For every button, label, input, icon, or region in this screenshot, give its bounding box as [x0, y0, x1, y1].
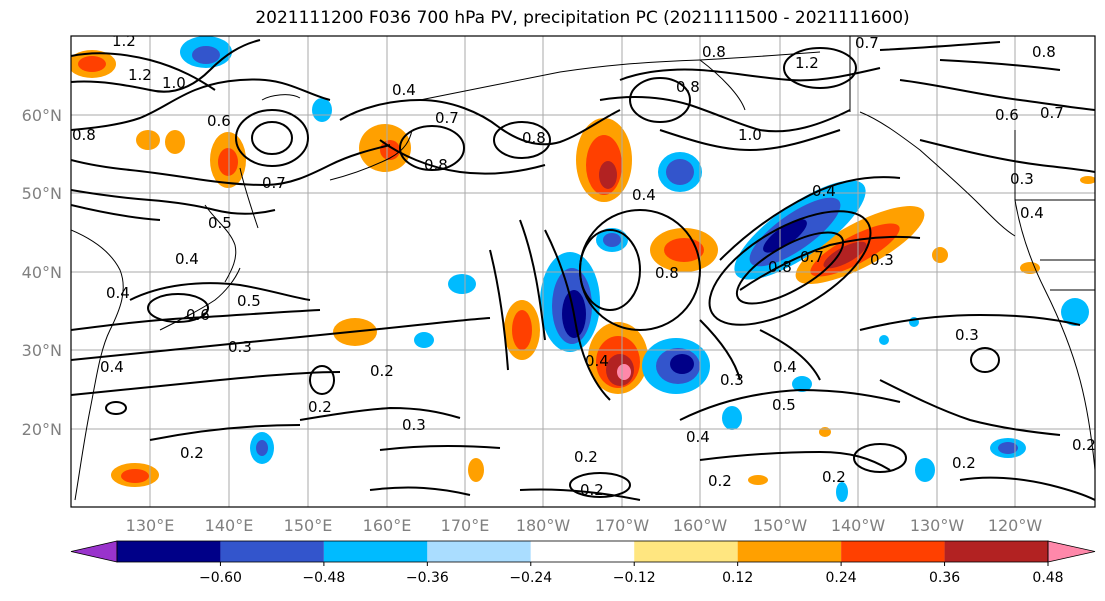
contour-label: 1.2: [795, 54, 819, 72]
colorbar-tick-label: 0.24: [826, 570, 857, 586]
contour-label: 0.3: [720, 371, 744, 389]
contour-label: 1.2: [128, 66, 152, 84]
lon-label: 150°W: [753, 516, 808, 535]
lon-label: 130°W: [910, 516, 965, 535]
map-frame: [70, 35, 1096, 508]
coastlines: [71, 36, 1095, 501]
lat-label: 60°N: [22, 106, 62, 125]
contour-label: 0.6: [207, 112, 231, 130]
precipitation-shading: [71, 36, 1095, 502]
contour-label: 0.8: [768, 258, 792, 276]
contour-label: 0.4: [1020, 204, 1044, 222]
contour-label: 0.5: [772, 396, 796, 414]
contour-label: 0.2: [308, 398, 332, 416]
contour-label: 0.3: [1010, 170, 1034, 188]
contour-label: 0.2: [952, 454, 976, 472]
contour-label: 1.0: [162, 74, 186, 92]
lon-label: 130°E: [126, 516, 175, 535]
contour-label: 0.2: [580, 481, 604, 499]
colorbar-extend-low: [70, 540, 118, 563]
contour-label: 0.4: [632, 186, 656, 204]
contour-label: 0.4: [392, 81, 416, 99]
pv-contours: [71, 39, 1095, 501]
contour-label: 0.4: [100, 358, 124, 376]
contour-label: 0.6: [995, 106, 1019, 124]
colorbar-swatch: [117, 541, 221, 562]
lon-label: 140°E: [205, 516, 254, 535]
colorbar-swatch: [841, 541, 945, 562]
contour-label: 0.4: [175, 250, 199, 268]
contour-label: 0.7: [435, 109, 459, 127]
lat-label: 30°N: [22, 341, 62, 360]
colorbar-swatch: [530, 541, 635, 562]
contour-label: 0.7: [262, 174, 286, 192]
colorbar-tick-label: 0.36: [929, 570, 960, 586]
colorbar-frame: [116, 540, 1049, 563]
contour-label: 1.2: [112, 32, 136, 50]
contour-label: 0.2: [574, 448, 598, 466]
longitude-labels: 130°E 140°E 150°E 160°E 170°E 180°W 170°…: [126, 516, 1043, 535]
lon-label: 180°W: [516, 516, 571, 535]
contour-labels: 1.2 1.0 1.2 0.6 0.4 0.7 0.8 0.8 0.7 0.8 …: [72, 32, 1096, 499]
contour-label: 1.0: [738, 126, 762, 144]
colorbar-swatch: [634, 541, 738, 562]
contour-label: 0.7: [1040, 104, 1064, 122]
lat-label: 20°N: [22, 420, 62, 439]
contour-label: 0.3: [228, 338, 252, 356]
lon-label: 120°W: [988, 516, 1043, 535]
lat-label: 40°N: [22, 263, 62, 282]
contour-label: 0.2: [180, 444, 204, 462]
graticule: [71, 36, 1095, 507]
latitude-labels: 60°N 50°N 40°N 30°N 20°N: [22, 106, 62, 439]
contour-label: 0.6: [186, 306, 210, 324]
colorbar: −0.60 −0.48 −0.36 −0.24 −0.12 0.12 0.24 0.36 0.4…: [70, 540, 1096, 586]
contour-label: 0.2: [370, 362, 394, 380]
colorbar-swatch: [944, 541, 1048, 562]
contour-label: 0.4: [585, 352, 609, 370]
colorbar-swatch: [323, 541, 428, 562]
colorbar-tick-label: −0.12: [613, 570, 656, 586]
contour-label: 0.3: [402, 416, 426, 434]
colorbar-extend-high: [1047, 540, 1096, 563]
contour-label: 0.7: [855, 34, 879, 52]
colorbar-tick-label: −0.48: [302, 570, 345, 586]
lon-label: 140°W: [831, 516, 886, 535]
colorbar-swatch: [427, 541, 531, 562]
contour-label: 0.8: [72, 126, 96, 144]
contour-label: 0.8: [655, 264, 679, 282]
contour-label: 0.3: [870, 251, 894, 269]
map-title: 2021111200 F036 700 hPa PV, precipitatio…: [255, 8, 910, 28]
contour-label: 0.4: [812, 182, 836, 200]
lon-label: 160°W: [673, 516, 728, 535]
lon-label: 150°E: [284, 516, 333, 535]
colorbar-tick-label: −0.24: [509, 570, 552, 586]
contour-label: 0.8: [702, 43, 726, 61]
contour-label: 0.4: [106, 284, 130, 302]
lon-label: 170°W: [595, 516, 650, 535]
contour-label: 0.3: [955, 326, 979, 344]
contour-label: 0.2: [708, 472, 732, 490]
contour-label: 0.2: [1072, 436, 1096, 454]
contour-label: 0.4: [773, 358, 797, 376]
lat-label: 50°N: [22, 184, 62, 203]
contour-label: 0.4: [686, 428, 710, 446]
colorbar-tick-label: −0.60: [199, 570, 242, 586]
contour-label: 0.5: [237, 292, 261, 310]
contour-label: 0.7: [800, 248, 824, 266]
contour-label: 0.5: [208, 214, 232, 232]
colorbar-swatch: [220, 541, 324, 562]
contour-label: 0.8: [1032, 43, 1056, 61]
contour-label: 0.2: [822, 468, 846, 486]
lon-label: 160°E: [363, 516, 412, 535]
colorbar-swatch: [737, 541, 842, 562]
colorbar-tick-label: 0.12: [722, 570, 753, 586]
lon-label: 170°E: [441, 516, 490, 535]
contour-label: 0.8: [424, 156, 448, 174]
colorbar-tick-label: 0.48: [1032, 570, 1063, 586]
contour-label: 0.8: [522, 129, 546, 147]
contour-label: 0.8: [676, 78, 700, 96]
colorbar-tick-label: −0.36: [406, 570, 449, 586]
